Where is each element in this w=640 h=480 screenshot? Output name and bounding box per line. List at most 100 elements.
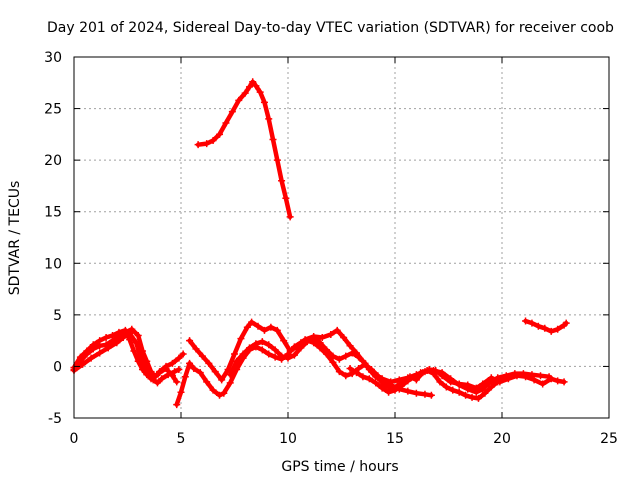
y-axis-label: SDTVAR / TECUs <box>7 181 23 296</box>
data-point <box>271 346 279 354</box>
data-point <box>352 369 360 377</box>
data-point <box>128 325 136 333</box>
data-point <box>245 344 253 352</box>
data-point <box>260 326 268 334</box>
data-point <box>500 375 508 383</box>
data-point <box>158 375 166 383</box>
data-point <box>121 326 129 334</box>
data-point <box>522 317 530 325</box>
data-point <box>286 213 294 221</box>
data-point <box>237 335 245 343</box>
data-point <box>196 369 204 377</box>
data-point <box>355 364 363 372</box>
data-point <box>265 341 273 349</box>
data-point <box>190 364 198 372</box>
y-tick-label: -5 <box>48 411 62 427</box>
data-point <box>474 394 482 402</box>
data-point <box>252 82 260 90</box>
data-point <box>141 362 149 370</box>
data-point <box>209 137 217 145</box>
data-point <box>346 342 354 350</box>
grid-lines <box>74 57 609 418</box>
data-point <box>173 401 181 409</box>
data-point <box>329 358 337 366</box>
axes <box>73 56 610 419</box>
data-point <box>348 349 356 357</box>
data-point <box>365 375 373 383</box>
data-point <box>119 334 127 342</box>
data-point <box>404 387 412 395</box>
data-point <box>164 371 172 379</box>
data-point <box>335 368 343 376</box>
data-point <box>554 325 562 333</box>
data-point <box>417 369 425 377</box>
data-point <box>203 140 211 148</box>
data-point <box>226 371 234 379</box>
data-point <box>494 378 502 386</box>
data-point <box>346 364 354 372</box>
data-point <box>442 383 450 391</box>
data-point <box>537 372 545 380</box>
data-point <box>361 359 369 367</box>
x-tick-label: 10 <box>279 431 297 447</box>
data-series <box>70 78 570 409</box>
data-point <box>374 374 382 382</box>
data-point <box>560 378 568 386</box>
data-point <box>342 372 350 380</box>
data-point <box>265 115 273 123</box>
data-point <box>149 376 157 384</box>
data-point <box>318 334 326 342</box>
y-tick-label: 20 <box>44 153 62 169</box>
data-point <box>134 331 142 339</box>
data-point <box>522 373 530 381</box>
data-point <box>89 341 97 349</box>
data-point <box>323 346 331 354</box>
data-point <box>113 339 121 347</box>
data-point <box>211 368 219 376</box>
data-point <box>412 389 420 397</box>
data-point <box>562 319 570 327</box>
data-point <box>539 380 547 388</box>
data-point <box>222 119 230 127</box>
chart-title: Day 201 of 2024, Sidereal Day-to-day VTE… <box>47 20 614 36</box>
data-point <box>385 388 393 396</box>
x-tick-label: 5 <box>177 431 186 447</box>
data-point <box>218 376 226 384</box>
tick-labels: 0 5 10 15 20 25 -5 0 5 10 15 20 25 30 <box>44 50 618 447</box>
y-tick-label: 0 <box>53 359 62 375</box>
data-point <box>76 353 84 361</box>
data-point <box>479 380 487 388</box>
y-tick-label: 10 <box>44 256 62 272</box>
data-point <box>186 359 194 367</box>
data-point <box>254 322 262 330</box>
data-point <box>132 339 140 347</box>
data-point <box>286 347 294 355</box>
data-point <box>186 337 194 345</box>
data-point <box>96 337 104 345</box>
data-point <box>175 366 183 374</box>
y-tick-label: 15 <box>44 205 62 221</box>
data-point <box>359 373 367 381</box>
data-point <box>487 383 495 391</box>
data-point <box>487 374 495 382</box>
data-point <box>355 353 363 361</box>
data-point <box>513 372 521 380</box>
data-point <box>391 386 399 394</box>
data-point <box>173 378 181 386</box>
data-point <box>449 386 457 394</box>
data-point <box>541 324 549 332</box>
data-point <box>162 364 170 372</box>
data-point <box>126 329 134 337</box>
data-point <box>241 89 249 97</box>
data-point <box>303 338 311 346</box>
data-point <box>316 339 324 347</box>
data-point <box>436 378 444 386</box>
data-point <box>203 378 211 386</box>
data-point <box>235 96 243 104</box>
data-point <box>145 369 153 377</box>
data-point <box>177 388 185 396</box>
data-point <box>534 322 542 330</box>
data-point <box>397 382 405 390</box>
data-point <box>102 334 110 342</box>
data-point <box>87 354 95 362</box>
